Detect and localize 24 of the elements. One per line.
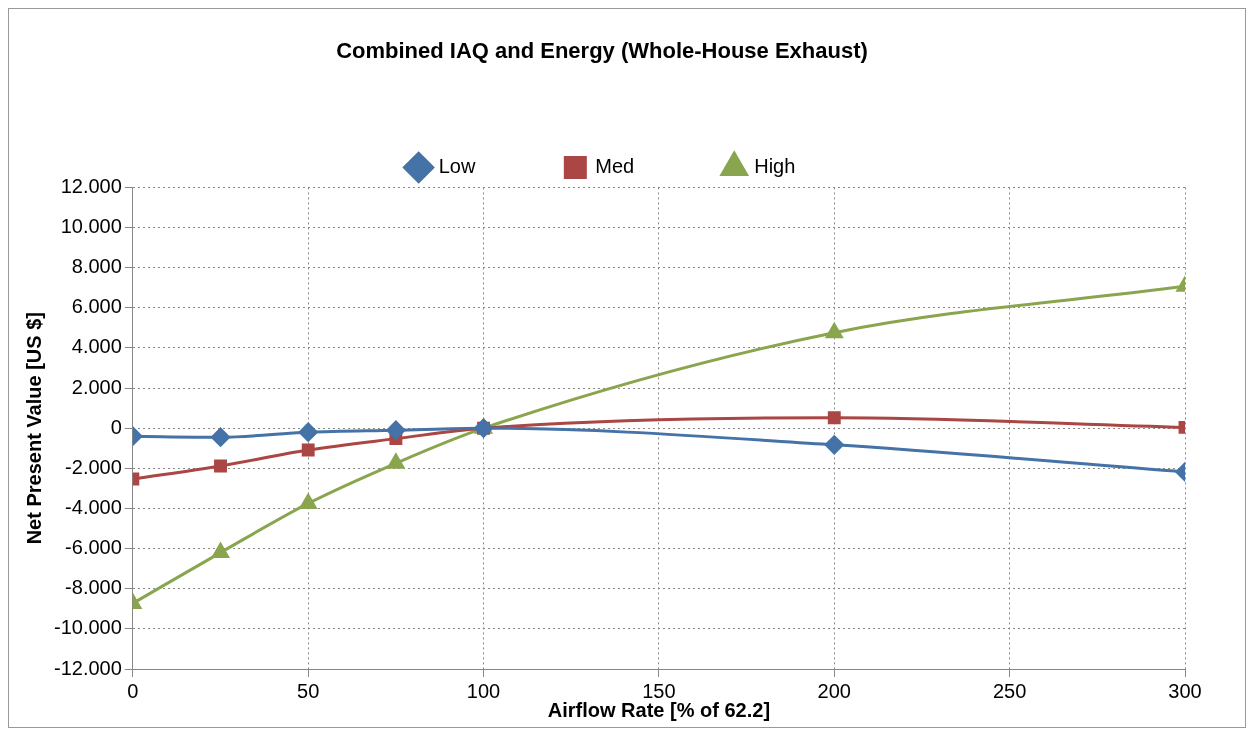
x-tick-label: 50 <box>297 679 320 702</box>
x-tick-label: 200 <box>817 679 851 702</box>
y-tick-label: -8.000 <box>65 576 122 599</box>
legend-label: High <box>754 154 796 177</box>
y-tick-label: 4.000 <box>71 335 122 358</box>
y-tick-label: 12.000 <box>60 174 122 197</box>
y-tick-label: 0 <box>110 415 122 438</box>
x-tick-label: 100 <box>466 679 501 702</box>
y-tick-label: 6.000 <box>71 295 122 318</box>
y-tick-label: -6.000 <box>65 536 122 559</box>
y-tick-label: 8.000 <box>71 255 122 278</box>
y-tick-label: -2.000 <box>65 455 122 478</box>
x-tick-label: 300 <box>1168 679 1202 702</box>
y-tick-label: -4.000 <box>65 495 122 518</box>
legend-label: Med <box>595 154 635 177</box>
x-tick-label: 250 <box>992 679 1027 702</box>
y-tick-label: -10.000 <box>53 616 122 639</box>
y-axis-title: Net Present Value [US $] <box>22 312 45 545</box>
y-tick-label: 10.000 <box>60 215 122 238</box>
chart-title: Combined IAQ and Energy (Whole-House Exhaust) <box>336 38 868 64</box>
y-tick-label: -12.000 <box>53 656 122 679</box>
legend-label: Low <box>438 154 476 177</box>
y-tick-label: 2.000 <box>71 375 122 398</box>
x-tick-label: 0 <box>127 679 139 702</box>
